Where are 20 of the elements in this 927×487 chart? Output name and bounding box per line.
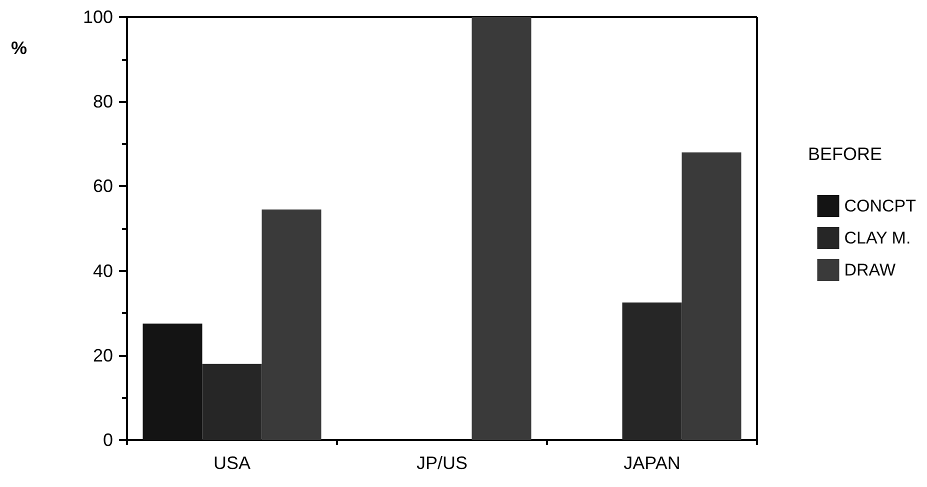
y-tick-label: 40 [92, 260, 113, 281]
bar [142, 324, 202, 440]
y-tick-label: 0 [102, 430, 113, 450]
legend-label: CLAY M. [844, 228, 911, 248]
x-tick-label: USA [213, 453, 251, 473]
bar [262, 209, 322, 440]
y-tick-label: 60 [92, 176, 113, 196]
y-axis-title: % [10, 38, 27, 58]
legend-label: DRAW [844, 260, 896, 280]
y-tick-label: 100 [82, 7, 113, 27]
legend-label: CONCPT [844, 196, 916, 216]
y-tick-label: 20 [92, 345, 113, 366]
bar [202, 364, 262, 440]
y-tick-label: 80 [92, 92, 113, 112]
bar [682, 152, 742, 440]
bar [622, 302, 682, 440]
x-tick-label: JP/US [416, 453, 468, 473]
x-tick-label: JAPAN [624, 453, 680, 473]
legend-title: BEFORE [808, 144, 882, 164]
bar [472, 17, 532, 440]
